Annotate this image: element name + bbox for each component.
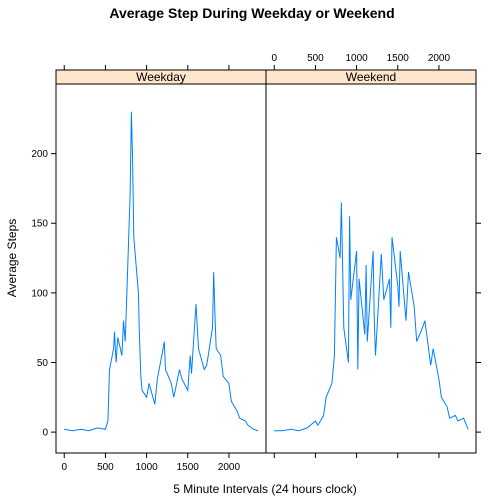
strip-label-weekday: Weekday bbox=[136, 70, 186, 84]
x-tick-label: 0 bbox=[61, 462, 67, 473]
x-tick-label: 500 bbox=[97, 462, 114, 473]
x-tick-label: 1500 bbox=[387, 53, 410, 64]
y-tick-label: 100 bbox=[31, 288, 48, 299]
panel-frame-weekend bbox=[265, 69, 477, 454]
x-tick-label: 1000 bbox=[345, 53, 368, 64]
x-tick-label: 2000 bbox=[218, 462, 241, 473]
x-tick-label: 500 bbox=[307, 53, 324, 64]
strip-label-weekend: Weekend bbox=[346, 70, 396, 84]
x-tick-label: 1500 bbox=[177, 462, 200, 473]
y-tick-label: 150 bbox=[31, 219, 48, 230]
series-line-weekday bbox=[64, 111, 259, 432]
x-tick-label: 2000 bbox=[428, 53, 451, 64]
chart-title: Average Step During Weekday or Weekend bbox=[109, 5, 394, 21]
y-tick-label: 50 bbox=[37, 358, 49, 369]
y-axis-label: Average Steps bbox=[5, 219, 19, 298]
x-tick-label: 1000 bbox=[135, 462, 158, 473]
x-tick-label: 0 bbox=[271, 53, 277, 64]
x-axis-label: 5 Minute Intervals (24 hours clock) bbox=[173, 482, 356, 496]
y-tick-label: 200 bbox=[31, 149, 48, 160]
series-line-weekend bbox=[274, 202, 469, 432]
panel-frame-weekday bbox=[55, 69, 267, 454]
y-tick-label: 0 bbox=[42, 428, 48, 439]
